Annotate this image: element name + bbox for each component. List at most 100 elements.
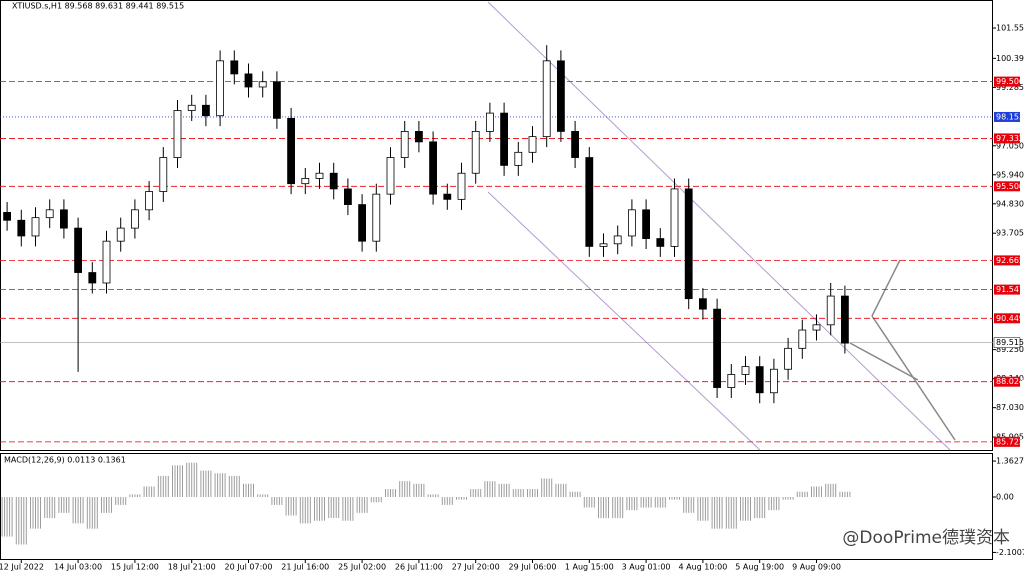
candle-body (272, 81, 281, 119)
candle-body (500, 112, 509, 166)
candle-body (201, 104, 210, 117)
level-label: 95.500 (996, 182, 1024, 191)
candle-body (60, 209, 68, 229)
level-tag (994, 255, 1020, 266)
candle-body (17, 219, 26, 237)
y-tick-label: 99.285 (996, 83, 1024, 92)
candle-body (329, 172, 338, 190)
candle-body (343, 188, 352, 205)
candle-body (514, 151, 523, 166)
candle-body (699, 298, 707, 310)
level-label: 91.547 (996, 285, 1024, 294)
candle-body (102, 240, 111, 284)
main-frame (0, 0, 993, 451)
candle-body (130, 209, 139, 229)
x-tick-label: 5 Aug 19:00 (735, 563, 784, 572)
level-label: 85.722 (996, 437, 1024, 446)
candle-body (244, 73, 253, 88)
candle-body (542, 60, 551, 138)
candle-body (528, 136, 537, 153)
y-tick-label: 100.395 (996, 54, 1024, 63)
candle-body (372, 193, 381, 242)
y-tick-label: 101.555 (996, 24, 1024, 33)
ma-level-tag (994, 111, 1020, 122)
candle-body (656, 238, 665, 247)
candle-body (784, 347, 792, 370)
candle-body (301, 178, 310, 185)
level-label: 88.024 (996, 377, 1024, 386)
x-tick-label: 21 Jul 16:00 (281, 563, 329, 572)
candle-body (145, 191, 154, 211)
x-tick-label: 14 Jul 03:00 (54, 563, 102, 572)
y-tick-label: 95.940 (996, 170, 1024, 179)
candle-body (400, 131, 409, 158)
candle-body (585, 157, 594, 247)
y-tick-label: -2.1007 (996, 548, 1024, 557)
candle-body (571, 131, 579, 158)
macd-title: MACD(12,26,9) 0.0113 0.1361 (4, 456, 126, 465)
y-tick-label: 94.830 (996, 199, 1024, 208)
candle-body (599, 243, 608, 247)
candle-body (414, 131, 423, 143)
y-tick-label: 93.705 (996, 229, 1024, 238)
candle-body (3, 212, 11, 221)
macd-frame (0, 453, 993, 560)
candle-body (841, 295, 849, 344)
y-tick-label: 1.3627 (996, 457, 1024, 466)
candle-body (358, 204, 367, 242)
candle-body (386, 157, 395, 195)
watermark: @DooPrime德璞资本 (842, 528, 1010, 548)
candle-body (684, 188, 693, 300)
x-tick-label: 20 Jul 07:00 (225, 563, 273, 572)
x-tick-label: 27 Jul 20:00 (452, 563, 500, 572)
candle-body (613, 235, 622, 245)
x-tick-label: 4 Aug 10:00 (678, 563, 727, 572)
x-tick-label: 18 Jul 21:00 (168, 563, 216, 572)
x-tick-label: 29 Jul 06:00 (509, 563, 557, 572)
x-tick-label: 1 Aug 15:00 (565, 563, 614, 572)
candle-body (485, 112, 494, 132)
candle-body (557, 60, 565, 132)
candle-body (45, 209, 54, 219)
level-label: 97.332 (996, 134, 1024, 143)
candle-body (429, 141, 438, 195)
y-tick-label: 89.250 (996, 345, 1024, 354)
candle-body (727, 374, 736, 388)
y-tick-label: 97.050 (996, 141, 1024, 150)
last-price-label: 89.515 (996, 338, 1024, 347)
level-label: 92.665 (996, 256, 1024, 265)
candle-body (187, 104, 196, 111)
forecast-arrows (849, 259, 956, 441)
candle-body (74, 227, 82, 273)
candle-body (670, 188, 679, 247)
level-label: 90.449 (996, 314, 1024, 323)
level-tag (994, 76, 1020, 87)
candle-body (315, 172, 324, 179)
candle-body (755, 366, 764, 394)
x-tick-label: 9 Aug 09:00 (792, 563, 841, 572)
candle-body (812, 324, 821, 331)
candle-body (471, 131, 480, 174)
candle-body (826, 295, 835, 326)
candle-body (628, 209, 636, 237)
candle-body (258, 81, 267, 88)
candle-body (770, 368, 778, 394)
x-tick-label: 26 Jul 11:00 (395, 563, 443, 572)
last-price-tag (993, 337, 1021, 348)
candle-body (443, 193, 452, 200)
candle-body (88, 272, 97, 284)
candle-body (230, 60, 239, 75)
level-tag (994, 284, 1020, 295)
candle-body (116, 227, 125, 242)
x-tick-label: 25 Jul 02:00 (338, 563, 386, 572)
ma-level-label: 98.153 (996, 112, 1024, 121)
level-tag (994, 313, 1020, 324)
candle-body (741, 366, 750, 375)
x-tick-label: 3 Aug 01:00 (622, 563, 671, 572)
level-tag (994, 376, 1020, 387)
channel (487, 1, 951, 451)
candle-body (159, 157, 168, 192)
candle-body (173, 110, 182, 158)
level-tag (994, 133, 1020, 144)
